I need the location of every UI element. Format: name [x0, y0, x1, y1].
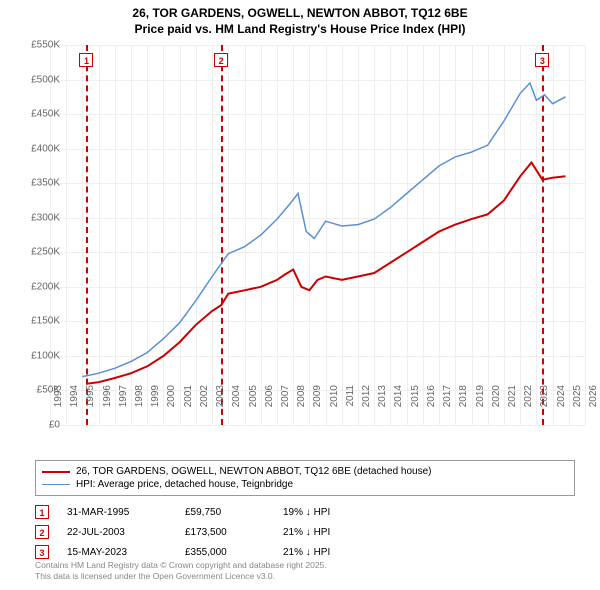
y-axis-label: £150K — [31, 316, 60, 327]
series-price-paid — [87, 163, 566, 384]
sale-price: £173,500 — [185, 527, 265, 538]
gridline-horizontal — [50, 425, 585, 426]
x-axis-label: 1996 — [102, 385, 113, 407]
series-hpi — [82, 83, 565, 377]
sale-row: 3 15-MAY-2023 £355,000 21% ↓ HPI — [35, 542, 383, 562]
y-axis-label: £350K — [31, 178, 60, 189]
x-axis-label: 2023 — [539, 385, 550, 407]
x-axis-label: 2010 — [329, 385, 340, 407]
x-axis-label: 1993 — [53, 385, 64, 407]
chart-title: 26, TOR GARDENS, OGWELL, NEWTON ABBOT, T… — [0, 0, 600, 37]
footer-line-1: Contains HM Land Registry data © Crown c… — [35, 560, 327, 571]
legend-label: HPI: Average price, detached house, Teig… — [76, 479, 293, 490]
x-axis-label: 2011 — [345, 385, 356, 407]
x-axis-label: 1998 — [134, 385, 145, 407]
legend-swatch — [42, 484, 70, 486]
x-axis-label: 2020 — [491, 385, 502, 407]
sale-row-marker: 3 — [35, 545, 49, 559]
y-axis-label: £400K — [31, 143, 60, 154]
x-axis-label: 2004 — [231, 385, 242, 407]
x-axis-label: 2000 — [166, 385, 177, 407]
y-axis-label: £200K — [31, 281, 60, 292]
chart-area: 123 — [50, 45, 585, 425]
x-axis-label: 2019 — [475, 385, 486, 407]
y-axis-label: £450K — [31, 109, 60, 120]
gridline-vertical — [585, 45, 586, 425]
legend-swatch — [42, 471, 70, 473]
x-axis-label: 2015 — [410, 385, 421, 407]
x-axis-label: 2013 — [377, 385, 388, 407]
x-axis-label: 2012 — [361, 385, 372, 407]
x-axis-label: 2005 — [248, 385, 259, 407]
x-axis-label: 2024 — [556, 385, 567, 407]
x-axis-label: 2025 — [572, 385, 583, 407]
legend-label: 26, TOR GARDENS, OGWELL, NEWTON ABBOT, T… — [76, 466, 432, 477]
x-axis-label: 2003 — [215, 385, 226, 407]
x-axis-label: 2006 — [264, 385, 275, 407]
sale-date: 31-MAR-1995 — [67, 507, 167, 518]
y-axis-label: £0 — [49, 420, 60, 431]
x-axis-label: 2021 — [507, 385, 518, 407]
chart-container: 26, TOR GARDENS, OGWELL, NEWTON ABBOT, T… — [0, 0, 600, 590]
sale-date: 15-MAY-2023 — [67, 547, 167, 558]
x-axis-label: 1999 — [150, 385, 161, 407]
sale-hpi-diff: 21% ↓ HPI — [283, 547, 383, 558]
sale-price: £355,000 — [185, 547, 265, 558]
x-axis-label: 2018 — [458, 385, 469, 407]
y-axis-label: £100K — [31, 350, 60, 361]
x-axis-label: 2022 — [523, 385, 534, 407]
x-axis-label: 2017 — [442, 385, 453, 407]
sale-hpi-diff: 21% ↓ HPI — [283, 527, 383, 538]
x-axis-label: 2007 — [280, 385, 291, 407]
footer-line-2: This data is licensed under the Open Gov… — [35, 571, 327, 582]
x-axis-label: 1994 — [69, 385, 80, 407]
x-axis-label: 1995 — [85, 385, 96, 407]
sale-date: 22-JUL-2003 — [67, 527, 167, 538]
y-axis-label: £300K — [31, 212, 60, 223]
sale-price: £59,750 — [185, 507, 265, 518]
legend-row: 26, TOR GARDENS, OGWELL, NEWTON ABBOT, T… — [42, 465, 568, 478]
sale-row-marker: 1 — [35, 505, 49, 519]
x-axis-label: 2001 — [183, 385, 194, 407]
x-axis-label: 2016 — [426, 385, 437, 407]
legend: 26, TOR GARDENS, OGWELL, NEWTON ABBOT, T… — [35, 460, 575, 496]
sale-row-marker: 2 — [35, 525, 49, 539]
x-axis-label: 2009 — [312, 385, 323, 407]
title-line-2: Price paid vs. HM Land Registry's House … — [0, 22, 600, 38]
x-axis-label: 2026 — [588, 385, 599, 407]
y-axis-label: £500K — [31, 74, 60, 85]
legend-row: HPI: Average price, detached house, Teig… — [42, 478, 568, 491]
y-axis-label: £250K — [31, 247, 60, 258]
x-axis-label: 2014 — [393, 385, 404, 407]
title-line-1: 26, TOR GARDENS, OGWELL, NEWTON ABBOT, T… — [0, 6, 600, 22]
x-axis-label: 2008 — [296, 385, 307, 407]
sales-table: 1 31-MAR-1995 £59,750 19% ↓ HPI 2 22-JUL-2003… — [35, 502, 383, 562]
y-axis-label: £550K — [31, 40, 60, 51]
footer-attribution: Contains HM Land Registry data © Crown c… — [35, 560, 327, 582]
sale-row: 2 22-JUL-2003 £173,500 21% ↓ HPI — [35, 522, 383, 542]
x-axis-label: 1997 — [118, 385, 129, 407]
sale-row: 1 31-MAR-1995 £59,750 19% ↓ HPI — [35, 502, 383, 522]
x-axis-label: 2002 — [199, 385, 210, 407]
chart-svg — [50, 45, 585, 425]
sale-hpi-diff: 19% ↓ HPI — [283, 507, 383, 518]
